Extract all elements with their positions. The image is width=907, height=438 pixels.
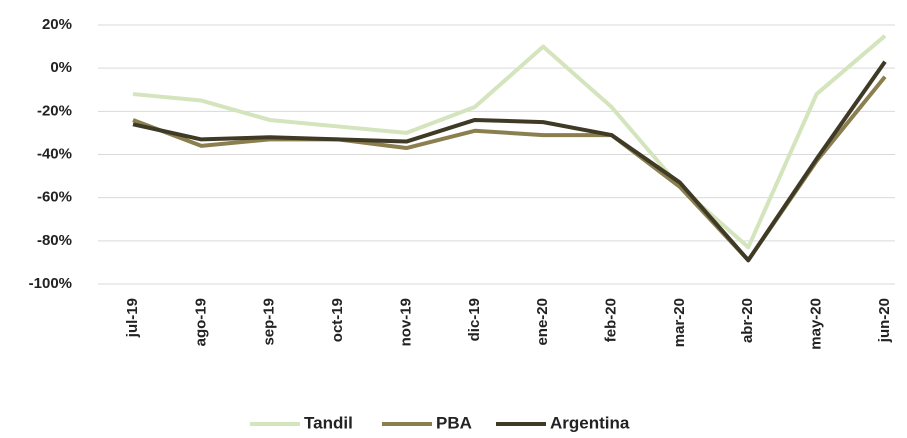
y-tick-label: -80% xyxy=(37,232,72,249)
x-tick-label: feb-20 xyxy=(603,298,620,342)
y-tick-label: -60% xyxy=(37,189,72,206)
x-tick-label: abr-20 xyxy=(739,298,756,343)
y-tick-label: -100% xyxy=(29,275,72,292)
x-tick-label: ago-19 xyxy=(192,298,209,346)
x-tick-label: nov-19 xyxy=(397,298,414,346)
x-tick-label: oct-19 xyxy=(329,298,346,342)
legend-label: Tandil xyxy=(304,413,353,432)
series-line xyxy=(132,60,887,263)
x-tick-label: jun-20 xyxy=(876,298,893,343)
x-tick-label: dic-19 xyxy=(466,298,483,341)
y-tick-label: -40% xyxy=(37,145,72,162)
x-tick-label: mar-20 xyxy=(671,298,688,347)
x-tick-label: may-20 xyxy=(808,298,825,350)
x-tick-label: sep-19 xyxy=(261,298,278,346)
y-tick-label: 20% xyxy=(42,16,72,33)
series-line xyxy=(132,75,887,263)
x-tick-label: jul-19 xyxy=(124,298,141,338)
y-tick-label: 0% xyxy=(50,59,72,76)
legend-label: PBA xyxy=(436,413,472,432)
y-tick-label: -20% xyxy=(37,102,72,119)
legend-label: Argentina xyxy=(550,413,630,432)
series-line xyxy=(132,34,887,250)
x-tick-label: ene-20 xyxy=(534,298,551,346)
